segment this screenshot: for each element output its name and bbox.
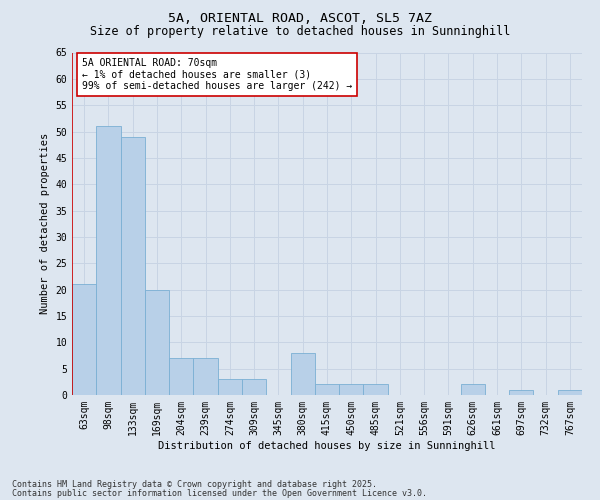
Bar [509, 390, 533, 395]
Bar [121, 137, 145, 395]
Text: 5A ORIENTAL ROAD: 70sqm
← 1% of detached houses are smaller (3)
99% of semi-deta: 5A ORIENTAL ROAD: 70sqm ← 1% of detached… [82, 58, 352, 91]
X-axis label: Distribution of detached houses by size in Sunninghill: Distribution of detached houses by size … [158, 440, 496, 450]
Text: Contains HM Land Registry data © Crown copyright and database right 2025.: Contains HM Land Registry data © Crown c… [12, 480, 377, 489]
Text: 5A, ORIENTAL ROAD, ASCOT, SL5 7AZ: 5A, ORIENTAL ROAD, ASCOT, SL5 7AZ [168, 12, 432, 26]
Bar [72, 284, 96, 395]
Bar [193, 358, 218, 395]
Bar [169, 358, 193, 395]
Bar [461, 384, 485, 395]
Bar [558, 390, 582, 395]
Bar [364, 384, 388, 395]
Bar [290, 353, 315, 395]
Text: Contains public sector information licensed under the Open Government Licence v3: Contains public sector information licen… [12, 488, 427, 498]
Bar [218, 379, 242, 395]
Bar [145, 290, 169, 395]
Y-axis label: Number of detached properties: Number of detached properties [40, 133, 50, 314]
Bar [96, 126, 121, 395]
Bar [339, 384, 364, 395]
Bar [315, 384, 339, 395]
Bar [242, 379, 266, 395]
Text: Size of property relative to detached houses in Sunninghill: Size of property relative to detached ho… [90, 25, 510, 38]
